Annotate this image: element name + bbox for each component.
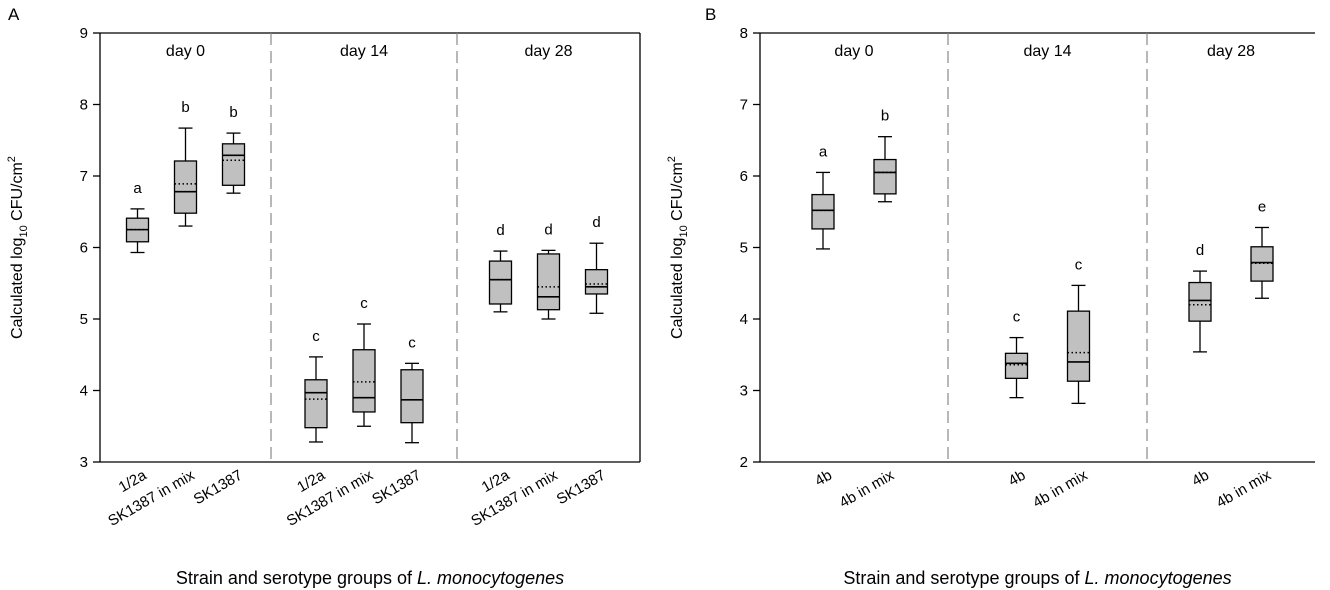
group-label: day 28 [524,43,572,60]
y-tick-label: 9 [80,25,88,42]
box [1188,281,1212,322]
significance-letter: a [819,143,828,160]
box [1004,352,1029,379]
box [173,160,198,214]
x-axis-label-part: L. monocytogenes [1085,568,1232,588]
y-tick-label: 2 [740,454,748,471]
x-tick-label: 4b in mix [1214,466,1275,511]
y-axis-label-part: CFU/cm [669,162,686,225]
y-tick-label: 6 [80,240,88,257]
x-tick-label: SK1387 [554,467,609,508]
x-tick-label: 4b in mix [837,466,898,511]
y-tick-label: 5 [80,311,88,328]
significance-letter: a [133,180,142,197]
box [304,379,328,429]
panel-label: A [8,5,20,24]
significance-letter: c [1075,256,1083,273]
y-tick-label: 3 [740,383,748,400]
y-tick-label: 7 [80,168,88,185]
y-axis-label-part: CFU/cm [9,162,26,225]
x-tick-label: 4b [812,467,835,490]
x-tick-label: SK1387 in mix [284,466,377,529]
box [1066,310,1091,382]
box [1250,246,1274,282]
panel-label: B [705,5,716,24]
y-axis-label: Calculated log10 CFU/cm2 [6,156,30,339]
group-label: day 28 [1207,43,1255,60]
y-axis-label-part: 10 [678,225,690,237]
x-tick-label: 4b [1189,467,1212,490]
box [352,349,376,413]
y-tick-label: 8 [80,97,88,114]
significance-letter: c [1013,309,1021,326]
box [873,158,897,195]
y-axis-label: Calculated log10 CFU/cm2 [666,156,690,339]
significance-letter: d [592,214,600,231]
x-tick-label: SK1387 [369,467,424,508]
significance-letter: e [1258,198,1266,215]
y-axis-label-part: 2 [666,156,678,162]
x-tick-label: SK1387 [191,467,246,508]
x-tick-label: 4b in mix [1030,466,1091,511]
y-axis-label-part: 2 [6,156,18,162]
x-axis-label-part: Strain and serotype groups of [843,568,1084,588]
x-axis-label: Strain and serotype groups of L. monocyt… [843,568,1231,588]
y-tick-label: 3 [80,454,88,471]
significance-letter: d [544,221,552,238]
y-tick-label: 4 [80,383,88,400]
y-tick-label: 5 [740,240,748,257]
significance-letter: d [496,222,504,239]
box [584,269,609,295]
y-tick-label: 4 [740,311,748,328]
box [221,143,246,186]
x-axis-label-part: Strain and serotype groups of [176,568,417,588]
significance-letter: c [360,295,368,312]
group-label: day 14 [1023,43,1071,60]
significance-letter: d [1196,242,1204,259]
significance-letter: b [181,99,189,116]
y-axis-label-part: Calculated log [669,238,686,339]
group-label: day 14 [340,43,388,60]
y-tick-label: 6 [740,168,748,185]
x-tick-label: SK1387 in mix [468,466,561,529]
y-axis-label-part: Calculated log [9,238,26,339]
group-label: day 0 [834,43,873,60]
group-label: day 0 [166,43,205,60]
y-tick-label: 7 [740,97,748,114]
x-axis-label: Strain and serotype groups of L. monocyt… [176,568,564,588]
box [811,193,835,230]
x-axis-label-part: L. monocytogenes [417,568,564,588]
significance-letter: b [881,108,889,125]
significance-letter: c [408,334,416,351]
box [488,260,513,305]
box [400,369,424,424]
x-tick-label: SK1387 in mix [105,466,198,529]
x-tick-label: 4b [1006,467,1029,490]
y-axis-label-part: 10 [18,225,30,237]
significance-letter: b [229,104,237,121]
box [536,253,561,311]
significance-letter: c [312,328,320,345]
y-tick-label: 8 [740,25,748,42]
